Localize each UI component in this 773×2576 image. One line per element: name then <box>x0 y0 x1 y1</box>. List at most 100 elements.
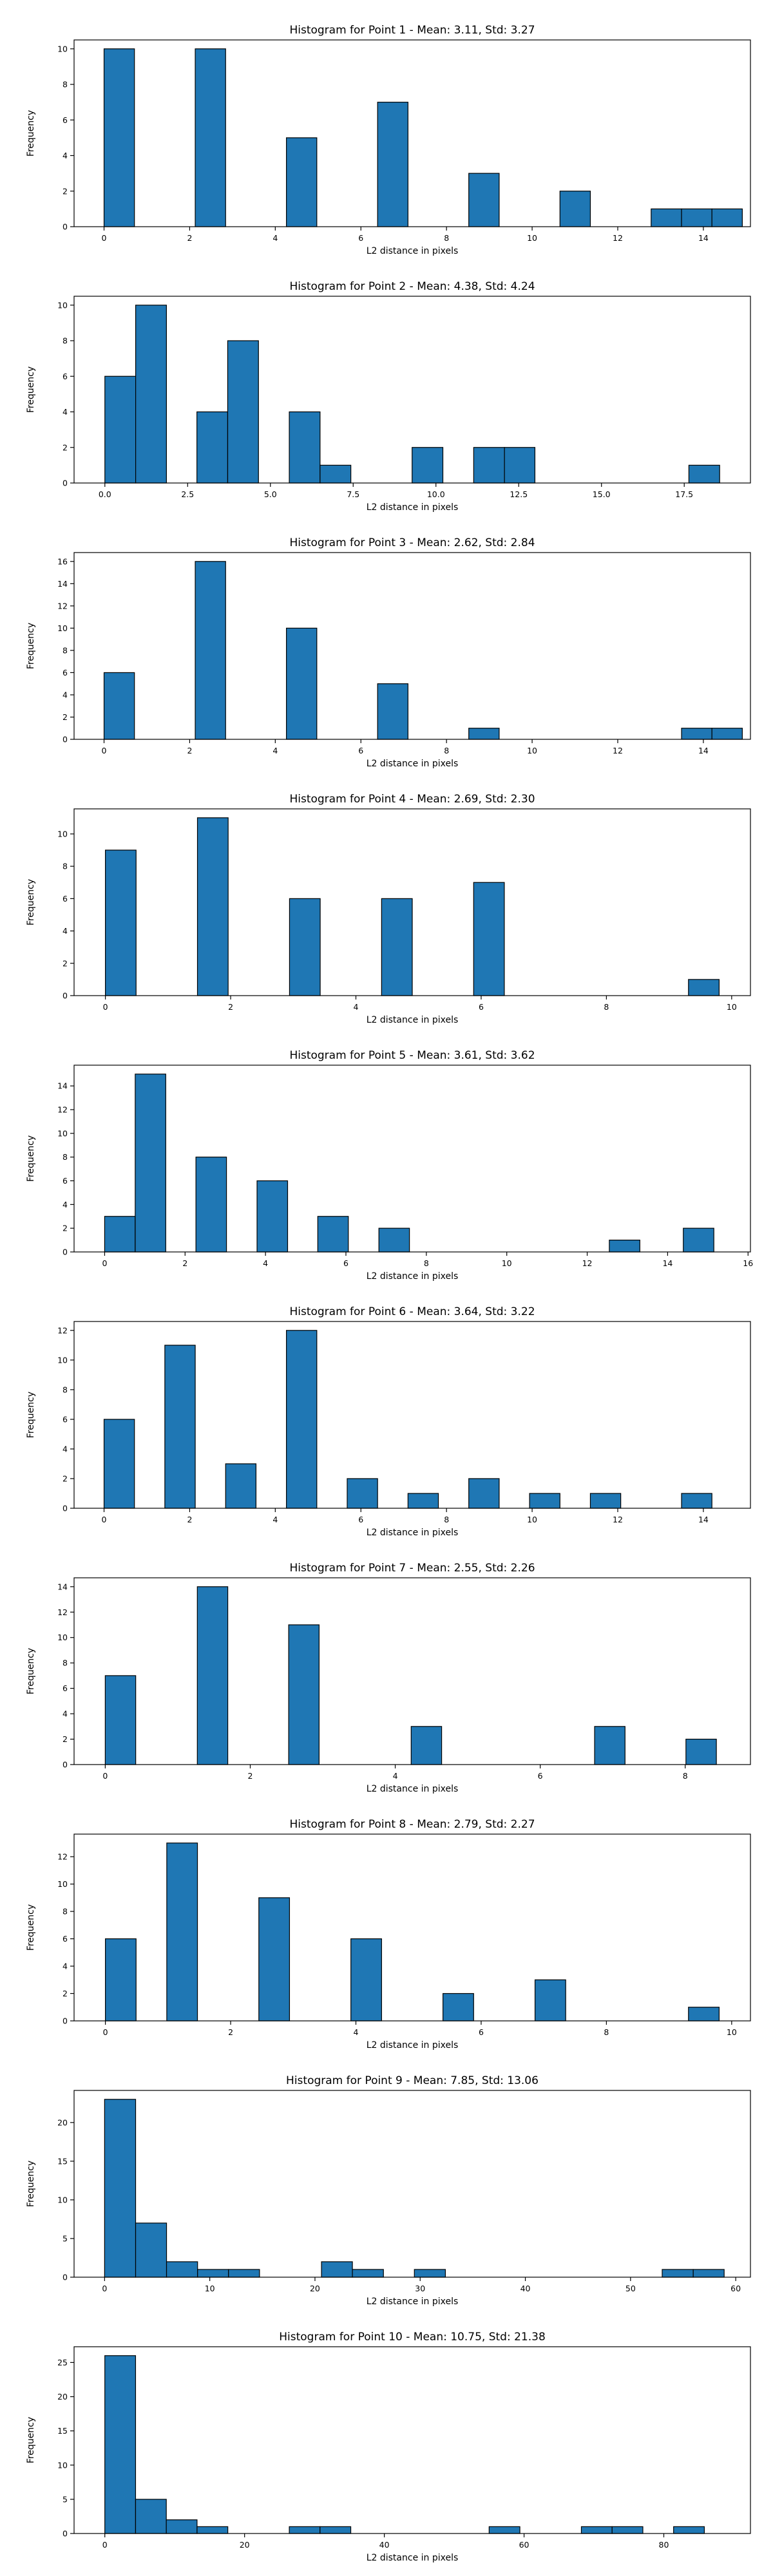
histogram-bar <box>196 411 229 484</box>
chart-title: Histogram for Point 2 - Mean: 4.38, Std:… <box>289 280 535 293</box>
histogram-bar <box>104 2355 137 2534</box>
histogram-bar <box>609 1239 640 1253</box>
y-tick-label: 8 <box>62 336 68 346</box>
y-tick-label: 12 <box>57 1852 68 1862</box>
x-tick-label: 10 <box>727 2027 737 2037</box>
x-tick-label: 40 <box>520 2284 531 2293</box>
y-tick-label: 8 <box>62 1385 68 1394</box>
x-tick-label: 0 <box>103 2027 108 2037</box>
histogram-bar <box>473 882 505 996</box>
y-tick-label: 14 <box>57 579 68 589</box>
x-tick-label: 8 <box>444 233 449 243</box>
x-tick-label: 12 <box>582 1258 593 1268</box>
y-tick-label: 25 <box>57 2358 68 2367</box>
x-tick-label: 2 <box>247 1771 253 1781</box>
histogram-bar <box>681 208 712 227</box>
y-tick-label: 0 <box>62 991 68 1001</box>
histogram-bar <box>135 305 167 484</box>
x-tick-label: 6 <box>358 233 363 243</box>
y-tick-label: 20 <box>57 2117 68 2127</box>
histogram-bar <box>196 817 229 996</box>
histogram-bar <box>651 208 682 227</box>
y-tick-label: 8 <box>62 1907 68 1917</box>
y-tick-label: 14 <box>57 1081 68 1091</box>
plot-frame <box>73 2090 751 2278</box>
x-axis-label: L2 distance in pixels <box>367 1784 459 1794</box>
y-tick-label: 16 <box>57 556 68 566</box>
chart-panel-10: 0 20 40 60 80 0 5 10 15 20 25 Histogram for Point 1… <box>26 2331 751 2563</box>
chart-panel-3: 0 2 4 6 8 10 12 14 0 2 4 6 8 10 12 14 16 Histogram for Po… <box>26 536 751 769</box>
histogram-bar <box>195 1157 227 1253</box>
histogram-bar <box>225 1463 257 1509</box>
histogram-bar <box>529 1493 560 1509</box>
x-tick-label: 6 <box>538 1771 543 1781</box>
chart-title: Histogram for Point 10 - Mean: 10.75, St… <box>279 2331 546 2344</box>
histogram-bar <box>104 375 137 484</box>
histogram-bar <box>580 2526 613 2534</box>
y-tick-label: 4 <box>62 1444 68 1454</box>
y-tick-label: 0 <box>62 2529 68 2539</box>
histogram-bar <box>559 191 591 227</box>
y-tick-label: 15 <box>57 2156 68 2166</box>
y-tick-label: 6 <box>62 1176 68 1186</box>
y-tick-label: 2 <box>62 186 68 196</box>
y-tick-label: 0 <box>62 1760 68 1770</box>
histogram-bar <box>692 2269 725 2278</box>
plot-frame <box>73 808 751 996</box>
chart-panel-2: 0.0 2.5 5.0 7.5 10.0 12.5 15.0 17.5 0 2 4 6 8 10 Histo… <box>26 280 751 513</box>
y-tick-label: 20 <box>57 2392 68 2401</box>
histogram-bar <box>688 2007 720 2022</box>
histogram-bar <box>227 340 259 484</box>
y-tick-label: 0 <box>62 1247 68 1257</box>
plot-frame <box>73 1321 751 1509</box>
x-tick-label: 10 <box>527 233 537 243</box>
x-tick-label: 0 <box>102 1771 108 1781</box>
histogram-bar <box>164 1345 196 1509</box>
histogram-bar <box>135 1074 166 1253</box>
histogram-bar <box>103 672 135 740</box>
y-axis-label: Frequency <box>26 1392 36 1438</box>
plot-frame <box>73 2346 751 2534</box>
histogram-bar <box>104 1675 137 1765</box>
y-axis-label: Frequency <box>26 1904 36 1951</box>
x-tick-label: 4 <box>354 1002 359 1012</box>
x-axis-label: L2 distance in pixels <box>367 502 459 513</box>
y-tick-label: 10 <box>57 1128 68 1138</box>
x-tick-label: 40 <box>379 2540 390 2550</box>
y-tick-label: 5 <box>62 2233 68 2243</box>
x-tick-label: 0 <box>102 2540 108 2550</box>
histogram-bar <box>468 173 500 227</box>
x-tick-label: 2 <box>182 1258 187 1268</box>
x-tick-label: 7.5 <box>347 489 359 499</box>
y-tick-label: 10 <box>57 623 68 633</box>
histogram-bar <box>289 898 321 996</box>
x-tick-label: 0 <box>102 1258 107 1268</box>
x-tick-label: 4 <box>272 1515 278 1524</box>
x-tick-label: 16 <box>743 1258 753 1268</box>
histogram-bar <box>317 1216 349 1253</box>
x-axis-label: L2 distance in pixels <box>367 1015 459 1025</box>
histogram-bar <box>688 979 720 996</box>
x-tick-label: 15.0 <box>593 489 611 499</box>
y-tick-label: 12 <box>57 601 68 611</box>
x-tick-label: 8 <box>604 2027 609 2037</box>
histogram-bar <box>195 561 226 740</box>
x-tick-label: 8 <box>444 746 449 755</box>
plot-frame <box>73 1065 751 1253</box>
histogram-bar <box>103 1419 135 1509</box>
x-tick-label: 0 <box>102 2284 107 2293</box>
x-axis-label: L2 distance in pixels <box>367 1271 459 1282</box>
y-tick-label: 2 <box>62 958 68 968</box>
histogram-bar <box>350 1938 382 2022</box>
histogram-bar <box>443 1993 474 2022</box>
plot-frame <box>73 1833 751 2022</box>
histogram-bar <box>258 1897 291 2022</box>
histogram-bar <box>321 2261 353 2278</box>
y-tick-label: 4 <box>62 926 68 936</box>
histogram-bar <box>414 2269 446 2278</box>
histogram-bar <box>197 2269 229 2278</box>
plot-frame <box>73 552 751 740</box>
histogram-bar <box>488 2526 520 2534</box>
y-tick-label: 4 <box>62 690 68 699</box>
histogram-bar <box>711 728 743 740</box>
